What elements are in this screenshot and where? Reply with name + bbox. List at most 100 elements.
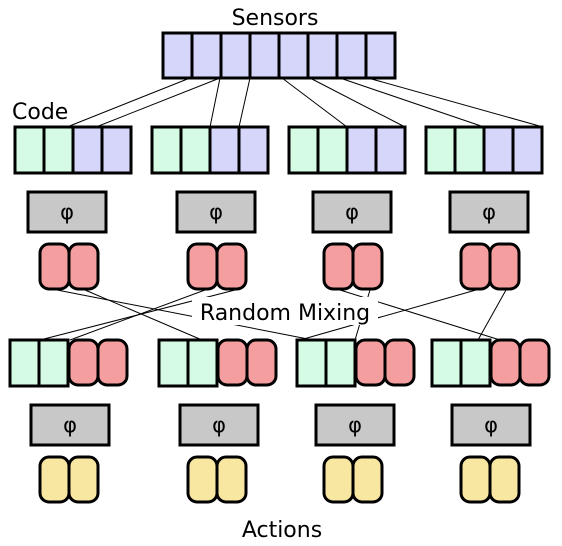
mixed-block: [157, 338, 278, 388]
mixed-red-pill: [216, 338, 249, 387]
mixed-cell-green: [324, 338, 357, 388]
action-pill: [322, 455, 355, 504]
wire: [56, 289, 314, 341]
code-cell-green: [150, 125, 183, 175]
mixed-block: [295, 338, 416, 388]
code-cell-blue: [208, 125, 241, 175]
mixed-red-pill: [489, 338, 522, 387]
random-mixing-label: Random Mixing: [200, 301, 370, 326]
code-cell-green: [424, 125, 457, 175]
red-pill: [186, 242, 219, 291]
wire: [209, 77, 221, 128]
mixed-red-pill: [245, 338, 278, 387]
phi-box: φ: [314, 403, 396, 447]
action-pill: [215, 455, 248, 504]
wire: [84, 289, 203, 341]
mixed-cell-green: [459, 338, 492, 388]
red-pill-pair: [186, 242, 248, 291]
phi-rect: [29, 403, 111, 447]
sensor-array: [161, 31, 397, 80]
phi-rect: [175, 190, 257, 234]
code-cell-green: [42, 125, 75, 175]
code-block: [287, 125, 407, 175]
phi-symbol: φ: [348, 413, 362, 437]
mixed-red-pill: [383, 338, 416, 387]
action-pill-pair: [186, 455, 248, 504]
wire: [477, 289, 507, 341]
mixed-cell-green: [8, 338, 41, 388]
action-pill: [67, 455, 100, 504]
action-pill-pair: [322, 455, 384, 504]
code-cell-blue: [511, 125, 544, 175]
wire: [339, 77, 485, 128]
code-block: [150, 125, 270, 175]
phi-box: φ: [450, 403, 532, 447]
sensors-label: Sensors: [232, 6, 319, 31]
wire: [66, 77, 191, 128]
phi-symbol: φ: [212, 413, 226, 437]
red-pill: [488, 242, 521, 291]
mixed-red-pill: [354, 338, 387, 387]
phi-rect: [26, 190, 108, 234]
sensor-cell: [335, 31, 368, 80]
sensor-cell: [364, 31, 397, 80]
mixed-red-pill: [96, 338, 129, 387]
action-pill: [459, 455, 492, 504]
phi-symbol: φ: [209, 200, 223, 224]
red-pill-pair: [459, 242, 521, 291]
phi-rect: [314, 403, 396, 447]
code-cell-green: [287, 125, 320, 175]
phi-box: φ: [29, 403, 111, 447]
phi-symbol: φ: [484, 413, 498, 437]
mixed-block: [8, 338, 129, 388]
wire: [299, 289, 477, 341]
action-pill: [186, 455, 219, 504]
red-pill: [67, 242, 100, 291]
code-cell-blue: [345, 125, 378, 175]
phi-box: φ: [26, 190, 108, 234]
mixed-red-pill: [518, 338, 551, 387]
mixed-cell-green: [430, 338, 463, 388]
code-cell-green: [13, 125, 46, 175]
red-pill: [351, 242, 384, 291]
phi-box: φ: [175, 190, 257, 234]
action-pill: [38, 455, 71, 504]
red-pill: [38, 242, 71, 291]
actions-label: Actions: [242, 518, 322, 543]
wire: [95, 77, 221, 128]
phi-box: φ: [178, 403, 260, 447]
red-pill: [215, 242, 248, 291]
action-pill: [351, 455, 384, 504]
code-cell-green: [453, 125, 486, 175]
code-block: [13, 125, 133, 175]
mixing-label-backdrop: [192, 297, 378, 325]
mixed-cell-green: [186, 338, 219, 388]
sensor-cell: [219, 31, 252, 80]
sensor-cell: [277, 31, 310, 80]
wire: [309, 77, 406, 128]
wire: [238, 77, 251, 128]
red-output-row: [38, 242, 521, 291]
red-pill-pair: [322, 242, 384, 291]
sensor-cell: [306, 31, 339, 80]
code-row: [13, 125, 544, 175]
sensor-cell: [248, 31, 281, 80]
phi-symbol: φ: [60, 200, 74, 224]
code-cell-blue: [374, 125, 407, 175]
sensor-cell: [161, 31, 194, 80]
code-cell-green: [179, 125, 212, 175]
code-label: Code: [12, 100, 68, 125]
wire: [367, 77, 544, 128]
phi-rect: [448, 190, 530, 234]
phi-symbol: φ: [345, 200, 359, 224]
phi-rect: [178, 403, 260, 447]
mixed-cell-green: [157, 338, 190, 388]
sensor-cell: [190, 31, 223, 80]
code-cell-blue: [71, 125, 104, 175]
code-block: [424, 125, 544, 175]
red-pill: [322, 242, 355, 291]
mixed-cell-green: [295, 338, 328, 388]
phi-rect: [450, 403, 532, 447]
